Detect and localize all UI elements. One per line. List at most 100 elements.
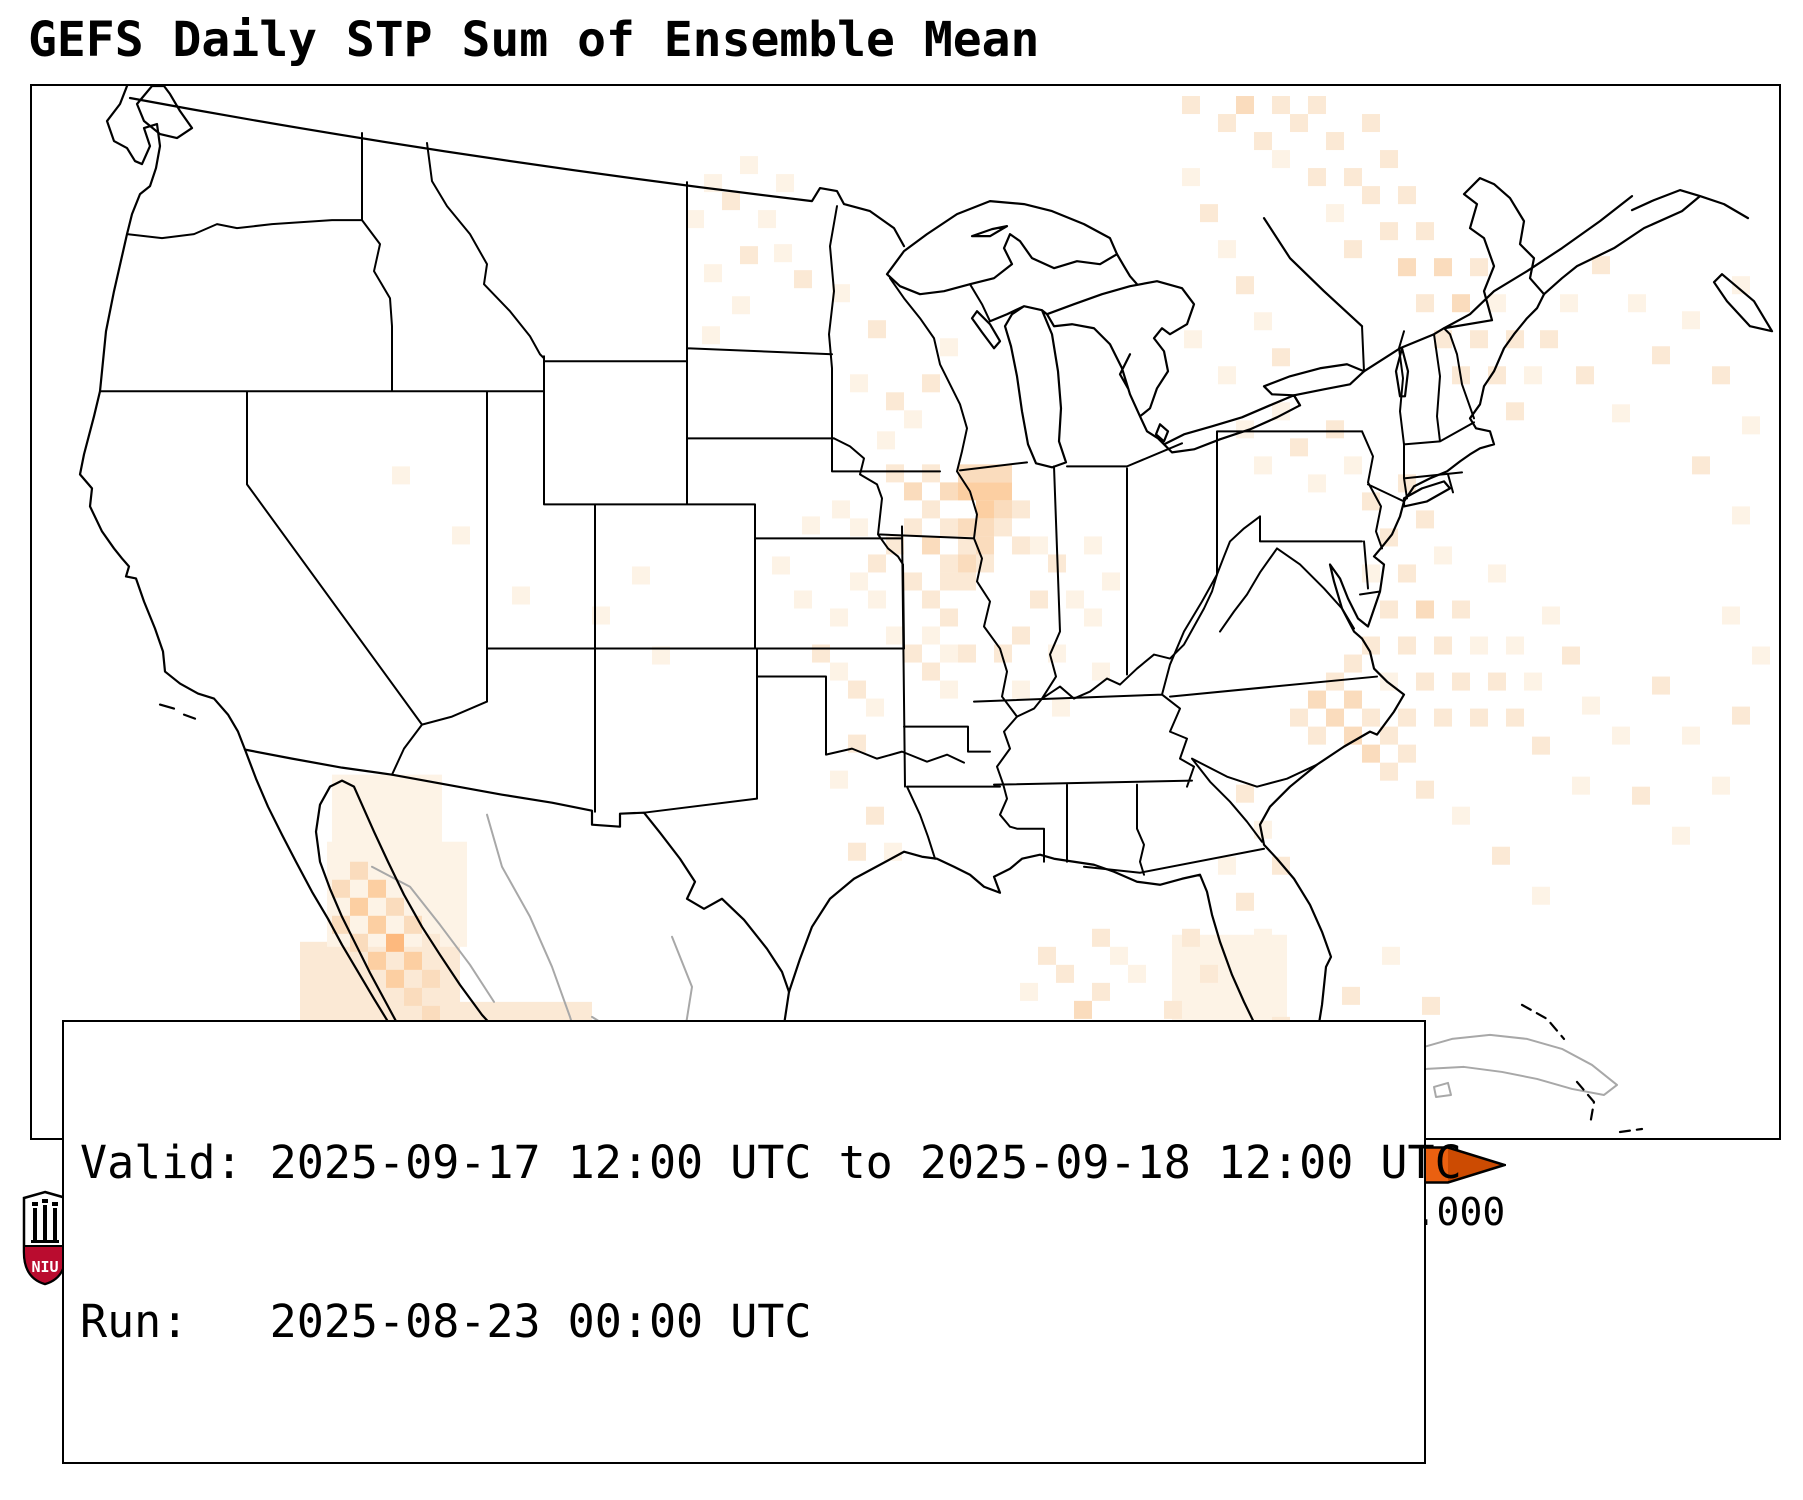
stp-cell <box>1012 536 1030 555</box>
stp-cell <box>1038 946 1056 965</box>
stp-cell <box>772 556 790 575</box>
stp-cell <box>922 500 940 519</box>
stp-cell <box>832 500 850 519</box>
niu-castle-icon <box>31 1199 59 1243</box>
stp-cell <box>1218 1000 1236 1019</box>
stp-cell <box>976 536 994 555</box>
stp-cell <box>922 374 940 393</box>
stp-cell <box>704 264 722 283</box>
stp-cell <box>1272 150 1290 169</box>
stp-cell <box>1380 150 1398 169</box>
stp-cell <box>1200 204 1218 223</box>
stp-cell <box>1632 786 1650 805</box>
stp-cell <box>1254 312 1272 331</box>
stp-cell <box>1236 892 1254 911</box>
great-lakes <box>885 200 1410 469</box>
stp-cell <box>404 915 422 934</box>
stp-cell <box>1434 258 1452 277</box>
stp-cell <box>1254 820 1272 839</box>
stp-cell <box>1682 726 1700 745</box>
stp-cell <box>850 374 868 393</box>
stp-cell <box>1416 294 1434 313</box>
stp-cell <box>332 915 350 934</box>
stp-cell <box>1362 114 1380 133</box>
stp-cell <box>886 626 904 645</box>
stp-cell <box>886 464 904 483</box>
stp-cell <box>1434 636 1452 655</box>
stp-cell <box>877 431 895 450</box>
stp-cell <box>904 482 922 501</box>
stp-cell <box>350 897 368 916</box>
pacific-coastline <box>78 86 247 751</box>
stp-cell <box>632 566 650 585</box>
stp-cell <box>994 500 1012 519</box>
stp-cell <box>1344 726 1362 745</box>
stp-cell <box>868 554 886 573</box>
stp-cell <box>1576 366 1594 385</box>
stp-cell <box>1488 564 1506 583</box>
stp-cell <box>1326 132 1344 151</box>
stp-cell <box>922 626 940 645</box>
stp-cell <box>1200 964 1218 983</box>
stp-cell <box>1074 1000 1092 1019</box>
stp-cell <box>958 572 976 591</box>
stp-cell <box>1380 726 1398 745</box>
primary-borders-layer <box>78 86 1774 1138</box>
stp-cell <box>1012 680 1030 699</box>
stp-cell <box>794 590 812 609</box>
stp-cell <box>1492 846 1510 865</box>
stp-cell <box>458 1005 476 1024</box>
stp-cell <box>1652 346 1670 365</box>
stp-shading-layer <box>300 96 1770 1138</box>
stp-cell <box>1326 708 1344 727</box>
stp-cell <box>1362 744 1380 763</box>
stp-cell <box>1164 1000 1182 1019</box>
stp-cell <box>350 861 368 880</box>
stp-cell <box>332 774 442 845</box>
stp-cell <box>1752 646 1770 665</box>
stp-cell <box>758 210 776 229</box>
stp-cell <box>1254 928 1272 947</box>
stp-cell <box>776 174 794 193</box>
stp-cell <box>1692 456 1710 475</box>
stp-cell <box>1218 114 1236 133</box>
cuba-outline <box>1383 1033 1618 1098</box>
stp-cell <box>1380 600 1398 619</box>
stp-cell <box>702 326 720 345</box>
stp-cell <box>1344 240 1362 259</box>
stp-cell <box>832 284 850 303</box>
stp-cell <box>1416 222 1434 241</box>
stp-cell <box>904 644 922 663</box>
stp-cell <box>1326 204 1344 223</box>
secondary-borders-layer <box>371 813 1618 1123</box>
stp-cell <box>1128 964 1146 983</box>
niu-logo: NIU <box>22 1190 68 1288</box>
stp-cell <box>1452 672 1470 691</box>
stp-cell <box>1012 626 1030 645</box>
stp-cell <box>1712 776 1730 795</box>
stp-cell <box>686 210 704 229</box>
stp-cell <box>392 466 410 485</box>
stp-cell <box>1056 964 1074 983</box>
stp-cell <box>1218 366 1236 385</box>
stp-cell <box>850 518 868 537</box>
stp-cell <box>1612 404 1630 423</box>
stp-cell <box>1020 982 1038 1001</box>
stp-cell <box>1712 366 1730 385</box>
stp-cell <box>452 526 470 545</box>
stp-cell <box>1236 420 1254 439</box>
stp-cell <box>1290 114 1308 133</box>
stp-cell <box>422 969 440 988</box>
state-borders-west <box>99 132 965 814</box>
stp-cell <box>922 464 940 483</box>
stp-cell <box>1236 784 1254 803</box>
stp-cell <box>774 244 792 263</box>
stp-cell <box>958 536 976 555</box>
stp-cell <box>1416 672 1434 691</box>
stp-cell <box>1562 646 1580 665</box>
stp-cell <box>1506 708 1524 727</box>
stp-cell <box>386 897 404 916</box>
stp-cell <box>422 1005 440 1024</box>
stp-cell <box>1092 982 1110 1001</box>
stp-cell <box>958 518 976 537</box>
